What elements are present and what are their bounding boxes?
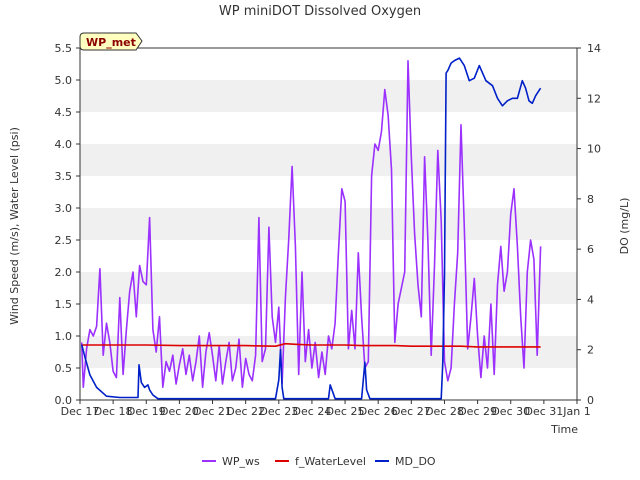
y-tick-label: 3.5 (55, 170, 73, 183)
y-tick-label: 2.5 (55, 234, 73, 247)
y2-tick-label: 14 (587, 42, 601, 55)
y-axis-right: 0 2 4 6 8 10 12 14 (577, 42, 601, 407)
y2-tick-label: 12 (587, 92, 601, 105)
legend: WP_ws f_WaterLevel MD_DO (202, 455, 436, 468)
grid-band (80, 208, 577, 240)
y2-tick-label: 8 (587, 193, 594, 206)
y2-tick-label: 6 (587, 243, 594, 256)
y-tick-label: 0.0 (55, 394, 73, 407)
series-line-wp-ws (80, 59, 542, 389)
plot-frame (79, 47, 578, 401)
x-tick-label: Dec 18 (94, 405, 133, 418)
y-tick-label: 0.5 (55, 362, 73, 375)
x-tick-label: Dec 28 (425, 405, 464, 418)
y-tick-label: 5.5 (55, 42, 73, 55)
y2-tick-label: 4 (587, 293, 594, 306)
x-tick-label: Dec 25 (326, 405, 365, 418)
chart-title: WP miniDOT Dissolved Oxygen (219, 4, 421, 19)
legend-label: f_WaterLevel (295, 455, 366, 468)
y2-tick-label: 10 (587, 143, 601, 156)
y-axis-label: Wind Speed (m/s), Water Level (psi) (8, 127, 21, 325)
y2-axis-label: DO (mg/L) (618, 198, 631, 255)
y-tick-label: 1.5 (55, 298, 73, 311)
x-tick-label: Dec 22 (226, 405, 265, 418)
x-tick-label: Dec 24 (293, 405, 332, 418)
x-tick-label: Dec 29 (458, 405, 497, 418)
grid-band (80, 272, 577, 304)
grid-bands (80, 80, 577, 368)
x-tick-label: Dec 23 (259, 405, 298, 418)
series-line-md-do (80, 57, 542, 400)
x-tick-label: Jan 1 (562, 405, 590, 418)
series-line-f-waterlevel (81, 342, 541, 348)
site-badge-label: WP_met (86, 36, 136, 49)
site-badge-box (79, 32, 143, 51)
y-axis-left: 0.0 0.5 1.0 1.5 2.0 2.5 3.0 3.5 4.0 4.5 5.0 5.5 (55, 42, 80, 407)
legend-label: MD_DO (395, 455, 436, 468)
x-tick-label: Dec 21 (193, 405, 232, 418)
legend-label: WP_ws (222, 455, 260, 468)
y2-tick-label: 0 (587, 394, 594, 407)
grid-band (80, 80, 577, 112)
y2-tick-label: 2 (587, 344, 594, 357)
x-tick-label: Dec 30 (491, 405, 530, 418)
x-tick-label: Dec 19 (127, 405, 166, 418)
x-tick-label: Dec 27 (392, 405, 431, 418)
x-axis-label: Time (550, 423, 578, 436)
x-tick-label: Dec 17 (61, 405, 100, 418)
y-tick-label: 3.0 (55, 202, 73, 215)
x-tick-label: Dec 26 (359, 405, 398, 418)
x-tick-label: Dec 20 (160, 405, 199, 418)
y-tick-label: 5.0 (55, 74, 73, 87)
y-tick-label: 1.0 (55, 330, 73, 343)
grid-band (80, 144, 577, 176)
series-layer (80, 57, 542, 400)
site-badge: WP_met (79, 32, 143, 51)
y-tick-label: 4.0 (55, 138, 73, 151)
x-tick-label: Dec 31 (524, 405, 563, 418)
y-tick-label: 4.5 (55, 106, 73, 119)
y-tick-label: 2.0 (55, 266, 73, 279)
